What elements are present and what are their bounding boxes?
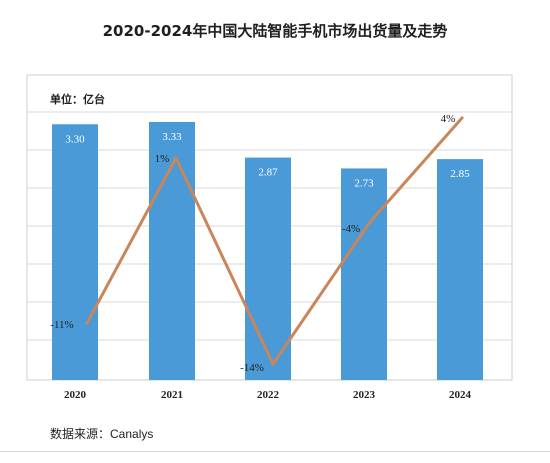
growth-label-2021: 1% bbox=[155, 153, 170, 165]
source-name: Canalys bbox=[110, 427, 154, 441]
chart-title: 2020-2024年中国大陆智能手机市场出货量及走势 bbox=[102, 22, 448, 40]
growth-point-2021 bbox=[174, 156, 178, 160]
bar-label-2020: 3.30 bbox=[65, 133, 85, 145]
x-tick-2020: 2020 bbox=[64, 389, 87, 401]
growth-label-2022: -14% bbox=[240, 362, 264, 374]
growth-point-2024 bbox=[460, 116, 464, 120]
x-tick-2022: 2022 bbox=[257, 389, 280, 401]
growth-label-2024: 4% bbox=[441, 113, 456, 125]
bar-2020 bbox=[52, 124, 98, 380]
bottom-divider bbox=[0, 451, 550, 452]
source-prefix: 数据来源： bbox=[50, 427, 111, 441]
source-note: 数据来源：Canalys bbox=[50, 425, 153, 442]
bar-2024 bbox=[437, 159, 483, 380]
bar-label-2024: 2.85 bbox=[450, 168, 470, 180]
bar-label-2023: 2.73 bbox=[354, 177, 374, 189]
unit-label: 单位：亿台 bbox=[50, 93, 105, 106]
x-tick-2021: 2021 bbox=[161, 389, 183, 401]
bar-label-2021: 3.33 bbox=[162, 131, 182, 143]
growth-point-2022 bbox=[271, 362, 275, 366]
x-tick-2024: 2024 bbox=[449, 389, 472, 401]
bar-label-2022: 2.87 bbox=[258, 167, 278, 179]
bar-2023 bbox=[341, 168, 387, 380]
growth-point-2023 bbox=[368, 220, 372, 224]
growth-label-2023: -4% bbox=[342, 223, 360, 235]
bar-2022 bbox=[245, 157, 291, 380]
growth-point-2020 bbox=[85, 321, 89, 325]
x-tick-2023: 2023 bbox=[353, 389, 376, 401]
growth-label-2020: -11% bbox=[50, 319, 73, 331]
